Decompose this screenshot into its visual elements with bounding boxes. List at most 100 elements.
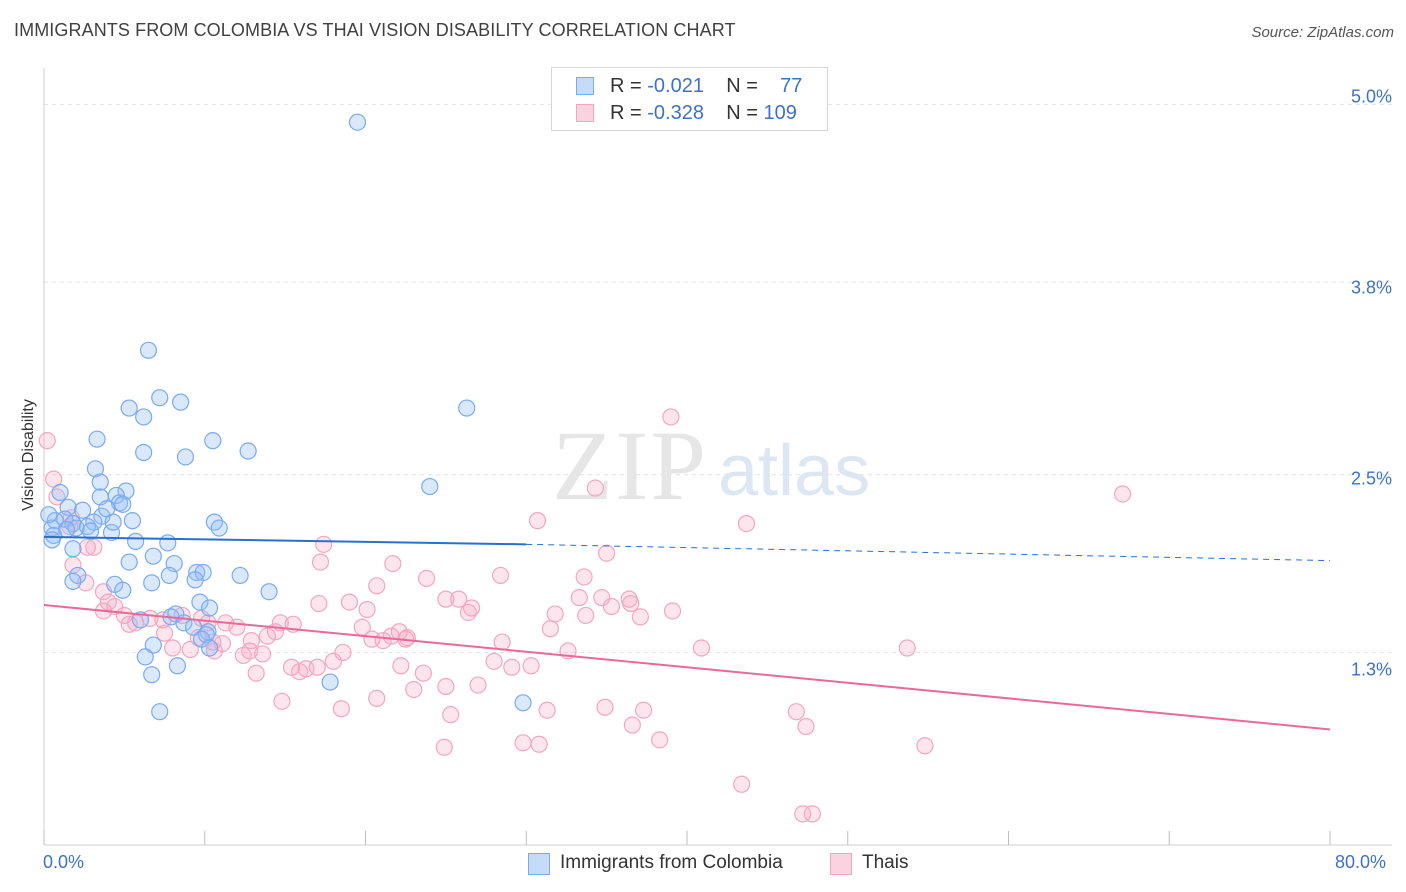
data-point-thais (417, 569, 436, 587)
data-point-colombia (86, 460, 105, 478)
y-tick-label: 3.8% (1350, 277, 1392, 298)
data-point-thais (247, 664, 265, 682)
data-point-colombia (82, 522, 100, 540)
data-point-colombia (458, 399, 476, 417)
data-point-thais (405, 680, 423, 699)
data-point-colombia (186, 571, 204, 589)
data-point-thais (794, 805, 812, 823)
data-point-colombia (172, 393, 190, 411)
data-point-thais (598, 544, 616, 562)
data-point-thais (334, 643, 352, 662)
data-point-thais (634, 701, 653, 719)
data-point-thais (340, 593, 359, 611)
data-point-thais (273, 692, 291, 710)
data-point-thais (414, 664, 432, 682)
legend-swatch-thais (576, 104, 594, 122)
data-point-colombia (114, 495, 132, 513)
watermark-atlas: atlas (718, 431, 871, 511)
legend-n-label: N = (726, 102, 758, 124)
data-point-thais (491, 566, 510, 585)
source-label: Source: ZipAtlas.com (1251, 24, 1394, 41)
data-point-colombia (204, 432, 222, 450)
data-point-thais (663, 602, 682, 620)
data-point-colombia (200, 599, 219, 617)
data-point-colombia (51, 483, 69, 502)
data-point-thais (311, 553, 330, 571)
data-point-colombia (143, 574, 161, 592)
data-point-thais (577, 606, 595, 625)
data-point-thais (651, 731, 669, 749)
data-point-thais (437, 590, 455, 608)
data-point-thais (358, 600, 376, 619)
data-point-thais (213, 634, 232, 653)
legend-n-label: N = (726, 75, 758, 97)
data-point-colombia (135, 408, 153, 426)
data-point-colombia (260, 583, 278, 601)
data-point-thais (503, 658, 521, 676)
data-point-colombia (131, 611, 150, 629)
data-point-colombia (40, 506, 58, 524)
data-point-colombia (98, 500, 116, 518)
data-point-thais (787, 703, 805, 721)
legend-r-value: -0.021 (647, 75, 704, 97)
data-point-thais (692, 639, 711, 657)
data-point-thais (78, 538, 97, 556)
data-point-colombia (321, 673, 339, 691)
data-point-thais (384, 554, 402, 573)
data-point-thais (332, 700, 350, 718)
data-point-colombia (43, 531, 61, 549)
data-point-thais (541, 620, 559, 638)
data-point-thais (622, 594, 640, 613)
data-point-colombia (139, 341, 158, 359)
data-point-colombia (348, 113, 367, 131)
data-point-colombia (144, 636, 162, 654)
data-point-thais (241, 642, 259, 660)
data-point-colombia (191, 593, 209, 611)
y-tick-label: 5.0% (1350, 86, 1392, 107)
data-point-thais (596, 698, 614, 716)
data-point-thais (38, 432, 56, 450)
data-point-thais (623, 716, 641, 734)
data-point-colombia (136, 648, 154, 666)
x-tick-label-min: 0.0% (43, 852, 85, 872)
data-point-colombia (231, 566, 249, 585)
data-point-colombia (151, 703, 169, 721)
data-point-colombia (73, 501, 92, 519)
data-point-thais (450, 590, 468, 608)
data-point-thais (368, 577, 386, 595)
data-point-thais (164, 639, 182, 657)
bottom-legend-swatch-thais (830, 853, 852, 875)
data-point-colombia (123, 512, 142, 530)
data-point-colombia (135, 443, 153, 462)
data-point-thais (530, 735, 548, 753)
data-point-thais (546, 605, 564, 623)
y-tick-label: 2.5% (1350, 468, 1392, 489)
data-point-thais (258, 627, 277, 645)
bottom-legend-swatch-colombia (528, 853, 550, 875)
data-point-colombia (210, 519, 228, 537)
data-point-colombia (120, 553, 138, 571)
legend-r-label: R = (610, 75, 642, 97)
data-point-colombia (159, 534, 177, 552)
data-point-thais (737, 514, 756, 533)
data-point-colombia (91, 473, 109, 491)
trend-line-colombia-extrapolated (526, 543, 1331, 562)
data-point-thais (797, 717, 815, 736)
data-point-thais (442, 706, 460, 724)
data-point-thais (538, 701, 556, 719)
legend-n-value: 77 (780, 75, 803, 97)
data-point-thais (315, 535, 333, 553)
legend-r-label: R = (610, 102, 642, 124)
data-point-colombia (168, 657, 187, 675)
data-point-thais (898, 639, 916, 657)
data-point-thais (120, 615, 138, 633)
data-point-colombia (176, 448, 195, 466)
data-point-thais (254, 645, 272, 663)
data-point-thais (282, 658, 301, 676)
data-point-thais (469, 676, 487, 694)
data-point-thais (586, 479, 604, 497)
data-point-thais (662, 408, 680, 426)
bottom-legend-label-thais: Thais (862, 852, 909, 873)
data-point-thais (310, 594, 328, 613)
data-point-thais (368, 689, 386, 707)
